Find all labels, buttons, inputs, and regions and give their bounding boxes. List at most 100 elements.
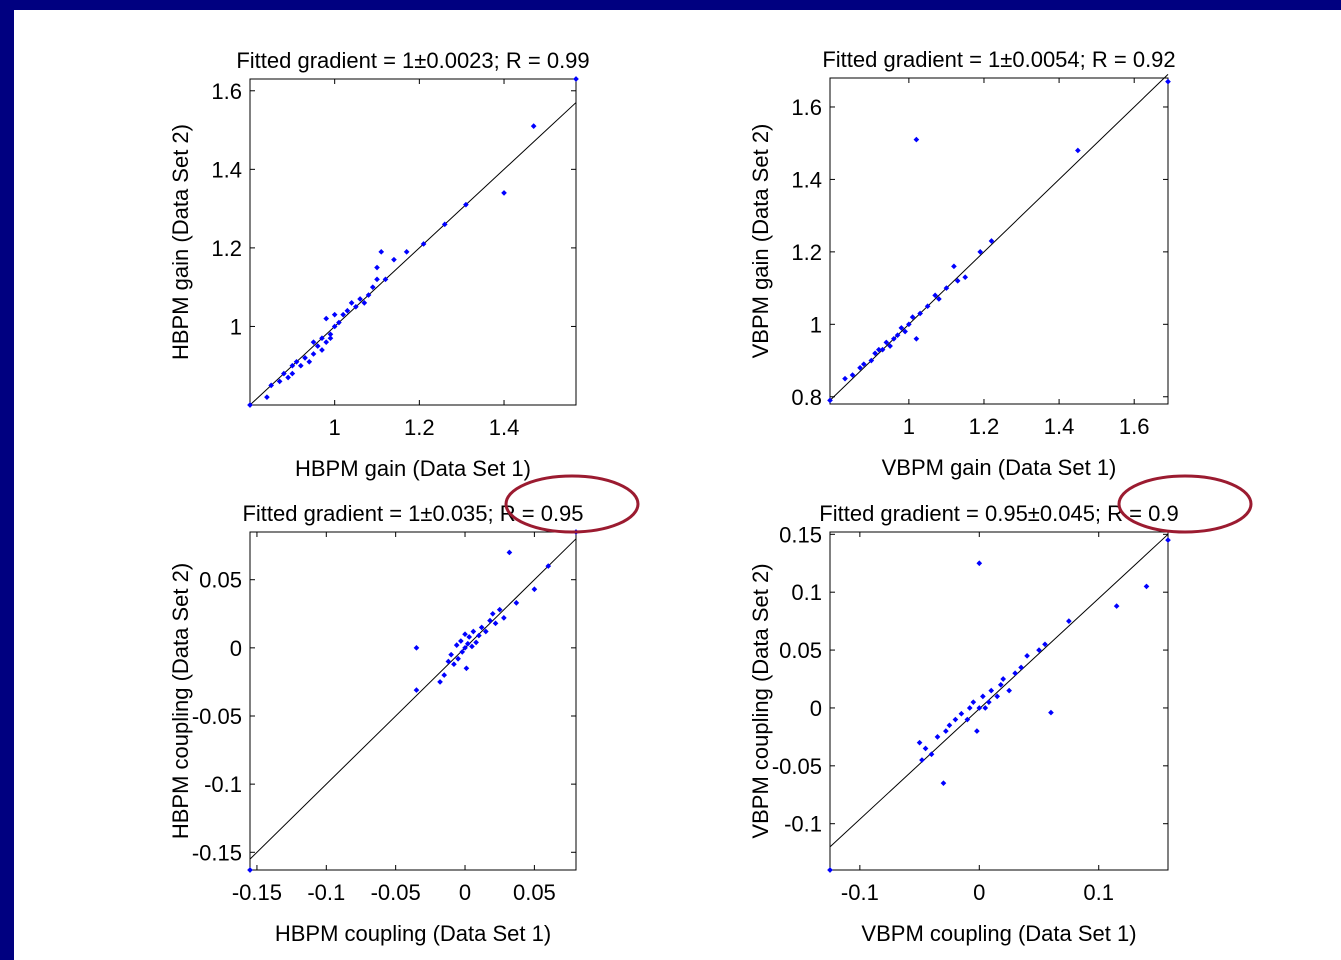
y-tick-label: 0.15: [779, 522, 822, 547]
data-point: [974, 728, 980, 734]
data-point: [976, 560, 983, 567]
data-point: [964, 716, 971, 723]
data-point: [276, 378, 283, 385]
data-point: [378, 248, 385, 255]
data-point: [437, 679, 443, 685]
y-tick-label: 1.2: [791, 240, 822, 265]
data-point: [879, 346, 886, 353]
data-point: [958, 710, 965, 717]
data-point: [302, 355, 308, 361]
data-point: [470, 628, 477, 635]
data-point: [976, 705, 983, 711]
data-point: [382, 276, 389, 283]
data-point: [872, 350, 878, 357]
plot-area: [249, 531, 577, 871]
y-tick-label: -0.05: [772, 754, 822, 779]
data-point: [1066, 618, 1072, 624]
data-point: [327, 335, 334, 342]
y-tick-label: 1.6: [211, 79, 242, 104]
x-tick-label: 1: [329, 415, 341, 440]
data-point: [403, 248, 410, 255]
data-point: [982, 705, 989, 711]
chart-title: Fitted gradient = 1±0.0023; R = 0.99: [236, 48, 589, 73]
data-point: [331, 311, 338, 318]
data-point: [970, 699, 977, 705]
data-point: [988, 687, 995, 694]
data-point: [887, 343, 893, 349]
data-point: [247, 867, 253, 873]
data-point: [573, 76, 579, 82]
data-point: [902, 328, 908, 335]
data-point: [936, 296, 942, 302]
data-point: [473, 639, 479, 646]
data-point: [977, 249, 984, 255]
chart-1: Fitted gradient = 1±0.0054; R = 0.92 VBPM…: [748, 47, 1176, 480]
data-point: [883, 339, 890, 346]
data-point: [842, 375, 848, 382]
data-point: [463, 665, 470, 672]
data-point: [463, 201, 469, 208]
data-point: [827, 867, 833, 873]
data-point: [1036, 647, 1042, 653]
data-point: [530, 123, 537, 129]
y-tick-label: 0.05: [779, 638, 822, 663]
data-point: [932, 292, 938, 299]
data-point: [420, 241, 427, 247]
data-point: [306, 358, 313, 365]
fit-line: [249, 102, 577, 406]
x-tick-label: 0: [973, 880, 985, 905]
data-point: [1048, 709, 1054, 716]
data-point: [913, 335, 920, 342]
y-tick-label: 1: [230, 314, 242, 339]
y-tick-label: 1.2: [211, 236, 242, 261]
data-point: [361, 300, 368, 306]
y-tick-label: 0: [230, 636, 242, 661]
y-tick-label: -0.05: [192, 704, 242, 729]
data-point: [980, 693, 986, 700]
chart-title: Fitted gradient = 0.95±0.045; R = 0.9: [819, 501, 1178, 526]
y-tick-label: 1.6: [791, 95, 822, 120]
fit-line: [249, 538, 577, 860]
data-point: [988, 238, 995, 244]
data-point: [501, 615, 507, 621]
chart-3: Fitted gradient = 0.95±0.045; R = 0.9 VBP…: [748, 501, 1179, 946]
chart-title: Fitted gradient = 1±0.0054; R = 0.92: [822, 47, 1175, 72]
x-tick-label: 1.2: [404, 415, 435, 440]
data-point: [951, 263, 957, 270]
data-point: [323, 339, 330, 345]
x-tick-label: 1.4: [1044, 414, 1075, 439]
data-point: [353, 303, 359, 310]
data-point: [413, 645, 420, 651]
data-point: [453, 642, 460, 648]
data-point: [285, 374, 291, 381]
highlight-ellipse: [1117, 474, 1253, 534]
data-point: [348, 300, 355, 306]
highlight-ellipse: [504, 474, 640, 534]
data-point: [875, 346, 882, 353]
data-point: [1113, 603, 1120, 609]
data-point: [336, 319, 342, 326]
data-point: [365, 292, 372, 298]
data-point: [913, 136, 920, 143]
x-tick-label: -0.15: [232, 880, 282, 905]
data-point: [997, 681, 1004, 688]
y-tick-label: 0.8: [791, 385, 822, 410]
chart-0: Fitted gradient = 1±0.0023; R = 0.99 HBPM…: [168, 48, 590, 481]
data-point: [545, 563, 552, 569]
plot-area: [249, 78, 577, 406]
x-axis-label: HBPM coupling (Data Set 1): [275, 921, 551, 946]
data-point: [946, 722, 953, 729]
data-point: [464, 640, 471, 647]
x-axis-label: HBPM gain (Data Set 1): [295, 456, 531, 481]
data-point: [459, 649, 466, 655]
data-point: [1006, 687, 1012, 694]
chart-2: Fitted gradient = 1±0.035; R = 0.95 HBPM …: [168, 501, 584, 946]
data-point: [849, 372, 856, 378]
x-tick-label: 1.6: [1119, 414, 1150, 439]
slide: Fitted gradient = 1±0.0023; R = 0.99 HBPM…: [14, 10, 1341, 960]
data-point: [489, 610, 496, 617]
data-point: [374, 276, 380, 283]
data-point: [1000, 676, 1007, 682]
data-point: [954, 278, 961, 284]
x-tick-label: 1.2: [969, 414, 1000, 439]
